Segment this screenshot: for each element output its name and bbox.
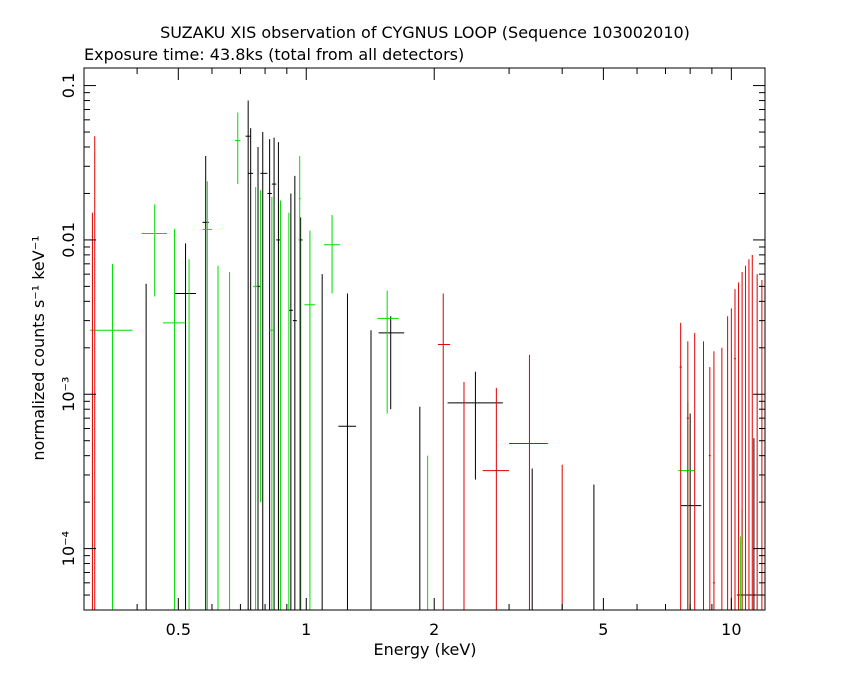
data-point	[174, 243, 196, 610]
y-tick-label: 10⁻³	[59, 377, 78, 412]
data-point	[736, 438, 765, 610]
data-point	[271, 137, 277, 610]
series-0	[145, 100, 765, 610]
x-tick-label: 5	[598, 620, 608, 639]
series-2	[91, 136, 763, 610]
y-axis-label: normalized counts s⁻¹ keV⁻¹	[29, 235, 48, 460]
y-tick-label: 0.01	[59, 222, 78, 258]
data-point	[734, 289, 736, 610]
chart-subtitle: Exposure time: 43.8ks (total from all de…	[84, 45, 464, 64]
data-point	[378, 316, 405, 410]
data-point	[680, 413, 702, 610]
data-point	[708, 367, 711, 610]
data-point	[260, 132, 268, 610]
x-tick-label: 10	[721, 620, 741, 639]
x-tick-label: 0.5	[166, 620, 191, 639]
data-point	[276, 142, 281, 610]
data-point	[298, 155, 301, 610]
data-point	[255, 147, 261, 610]
data-point	[686, 341, 689, 610]
data-point	[338, 293, 357, 610]
series-1	[90, 112, 743, 610]
data-point	[253, 187, 259, 610]
data-point	[482, 387, 510, 610]
plot-frame	[83, 67, 766, 611]
data-point	[712, 351, 715, 610]
x-tick-label: 2	[429, 620, 439, 639]
data-point	[509, 354, 548, 610]
data-point	[235, 112, 241, 185]
data-point	[202, 155, 209, 610]
data-point	[141, 204, 167, 297]
data-point	[202, 181, 212, 610]
x-tick-label: 1	[301, 620, 311, 639]
chart-title: SUZAKU XIS observation of CYGNUS LOOP (S…	[160, 23, 690, 42]
data-point	[269, 196, 275, 610]
y-tick-label: 10⁻⁴	[59, 531, 78, 566]
data-point	[437, 293, 451, 610]
data-point	[323, 215, 340, 294]
data-point	[304, 230, 316, 610]
axis-layer: 0.5 1 2 5 10 10⁻⁴ 10⁻³ 0.01 0.1	[59, 67, 766, 639]
data-point	[288, 193, 293, 610]
data-point	[292, 175, 297, 610]
data-point	[162, 228, 186, 610]
data-point	[447, 371, 503, 480]
y-tick-label: 0.1	[59, 73, 78, 98]
data-point	[679, 322, 682, 610]
data-point	[90, 263, 133, 610]
x-axis-label: Energy (keV)	[373, 640, 476, 659]
data-point	[245, 100, 251, 610]
data-layer	[90, 100, 765, 610]
data-point	[267, 139, 272, 610]
data-point	[248, 128, 254, 610]
data-point	[377, 290, 399, 414]
